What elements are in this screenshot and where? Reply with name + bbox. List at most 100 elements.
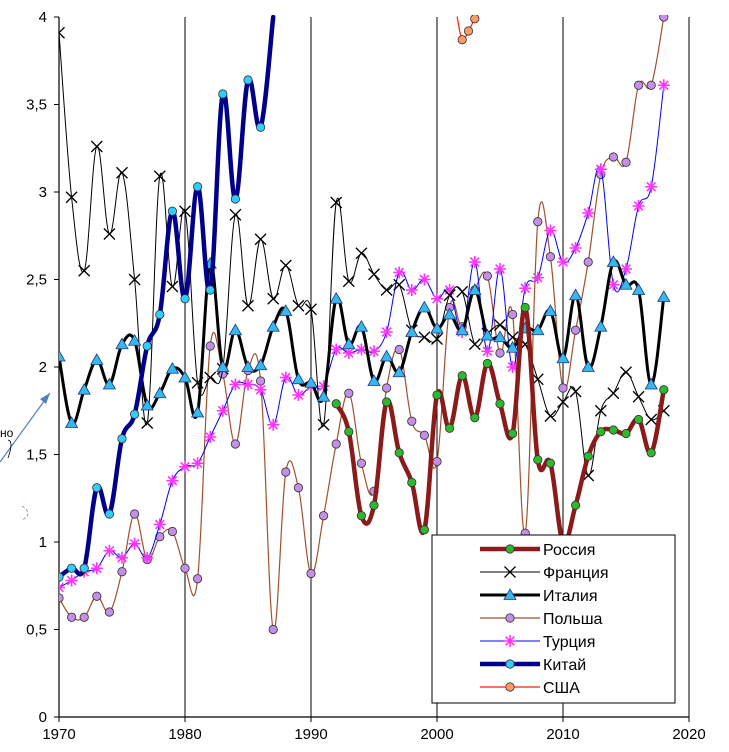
point-italy	[190, 405, 205, 418]
point-usa	[463, 26, 474, 36]
point-france	[78, 264, 91, 277]
point-usa	[457, 35, 467, 45]
point-poland	[193, 574, 203, 584]
point-russia	[444, 423, 455, 433]
legend-item-france: Франция	[480, 565, 609, 582]
point-russia	[633, 414, 644, 425]
point-italy	[64, 416, 79, 428]
point-turkey	[229, 378, 242, 391]
point-italy	[568, 288, 583, 301]
point-poland	[180, 563, 190, 573]
point-france	[393, 278, 406, 291]
point-russia	[344, 427, 354, 437]
point-italy	[644, 377, 658, 390]
point-italy	[216, 360, 230, 372]
point-poland	[659, 15, 669, 22]
legend-item-usa: США	[480, 680, 580, 697]
point-italy	[480, 328, 495, 341]
point-russia	[407, 477, 417, 488]
point-china	[193, 182, 203, 192]
point-turkey	[645, 180, 658, 193]
cut-off-annotation: но	[0, 392, 51, 521]
point-poland	[558, 383, 568, 393]
point-russia	[394, 448, 404, 458]
point-turkey	[116, 551, 128, 564]
point-italy	[657, 290, 671, 302]
point-france	[279, 259, 292, 272]
point-france	[355, 247, 368, 260]
x-tick-label: 1990	[294, 726, 327, 743]
point-china	[117, 434, 127, 444]
point-france	[141, 417, 154, 429]
point-russia	[520, 302, 530, 313]
point-russia	[621, 428, 631, 439]
point-italy	[304, 375, 318, 388]
point-poland	[268, 624, 278, 635]
point-poland	[407, 416, 417, 426]
point-france	[103, 228, 116, 240]
annotation-callout-edge	[21, 505, 29, 521]
point-usa	[470, 15, 480, 24]
point-france	[380, 284, 393, 296]
point-poland	[230, 439, 240, 449]
point-turkey	[657, 79, 670, 92]
point-france	[116, 166, 128, 179]
point-italy	[228, 323, 243, 336]
point-italy	[367, 374, 381, 386]
series-italy	[59, 255, 671, 428]
point-turkey	[128, 537, 141, 550]
point-turkey	[519, 282, 532, 295]
x-tick-label: 2010	[546, 726, 579, 743]
point-italy	[291, 372, 306, 385]
point-china	[255, 122, 266, 132]
point-france	[456, 285, 469, 298]
point-russia	[646, 448, 656, 458]
annotation-bracket	[7, 439, 12, 459]
point-russia	[570, 500, 581, 510]
point-italy	[379, 349, 394, 362]
point-france	[229, 208, 242, 221]
point-russia	[457, 371, 467, 381]
point-italy	[77, 382, 91, 395]
point-turkey	[216, 404, 229, 417]
point-italy	[342, 337, 356, 350]
point-italy	[178, 370, 192, 383]
point-turkey	[557, 256, 569, 268]
point-russia	[495, 399, 505, 409]
point-russia	[419, 525, 429, 535]
point-turkey	[267, 418, 280, 431]
point-italy	[442, 307, 457, 320]
point-turkey	[582, 207, 595, 219]
point-turkey	[431, 292, 443, 305]
point-france	[65, 191, 78, 204]
point-turkey	[544, 224, 557, 237]
point-poland	[507, 309, 518, 320]
series-china	[59, 15, 276, 582]
x-tick-label: 1970	[42, 726, 75, 743]
legend-item-poland: Польша	[480, 611, 603, 628]
point-france	[267, 292, 280, 305]
legend-swatch-marker	[503, 588, 517, 600]
point-turkey	[506, 361, 519, 373]
point-russia	[545, 458, 556, 468]
point-poland	[104, 607, 115, 617]
point-russia	[533, 455, 543, 465]
point-italy	[405, 325, 419, 337]
point-poland	[67, 612, 77, 622]
point-russia	[369, 500, 379, 510]
point-russia	[331, 399, 341, 409]
point-russia	[381, 397, 392, 407]
point-china	[92, 483, 102, 493]
point-italy	[279, 304, 293, 316]
point-russia	[596, 427, 606, 437]
point-france	[166, 280, 179, 293]
point-france	[418, 331, 431, 344]
point-italy	[241, 360, 255, 372]
point-turkey	[204, 431, 217, 443]
point-turkey	[90, 562, 103, 575]
point-italy	[102, 377, 117, 390]
point-turkey	[279, 371, 292, 384]
point-france	[544, 410, 557, 422]
point-italy	[115, 337, 129, 350]
